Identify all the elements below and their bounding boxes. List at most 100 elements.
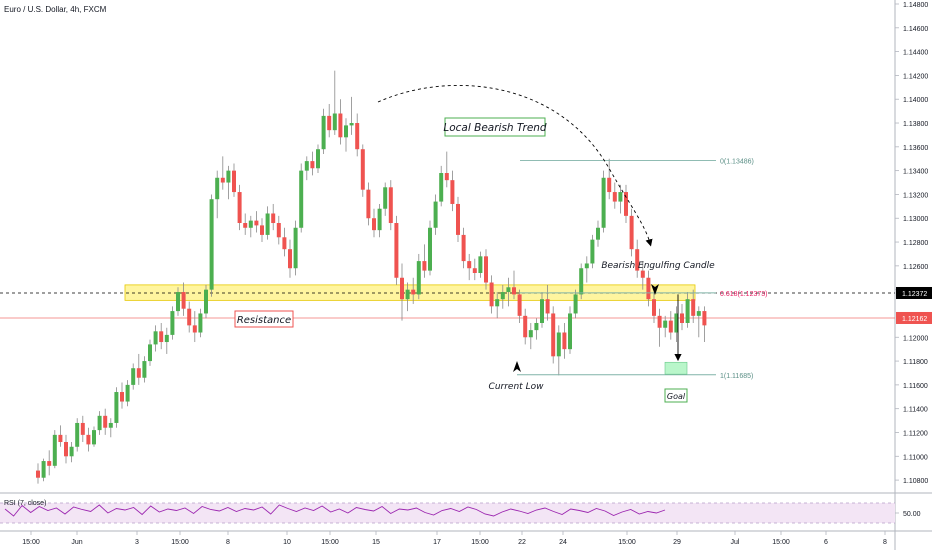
candle-body (271, 213, 276, 224)
candle-body (663, 320, 668, 328)
price-tick-label: 1.10800 (903, 478, 928, 485)
candle-body (584, 263, 589, 269)
candle-body (360, 149, 365, 190)
price-tick-label: 1.14800 (903, 2, 928, 9)
candle-body (657, 315, 662, 328)
candle-body (383, 187, 388, 209)
candle-body (534, 322, 539, 331)
price-tick-label: 1.11200 (903, 430, 928, 437)
candle-body (629, 215, 634, 250)
price-tick-label: 1.11600 (903, 383, 928, 390)
candle-body (640, 270, 645, 278)
candle-body (198, 313, 203, 333)
goal-label-text: Goal (667, 392, 686, 401)
price-tick-label: 1.14000 (903, 97, 928, 104)
candle-body (36, 470, 40, 478)
candle-body (461, 234, 466, 262)
candle-body (108, 422, 113, 428)
candle-body (411, 289, 416, 295)
rsi-band (0, 503, 895, 523)
resistance-label: Resistance (234, 310, 294, 328)
time-tick-label: 8 (226, 539, 230, 546)
candle-body (187, 308, 192, 326)
price-tick-label: 1.11400 (903, 407, 928, 414)
candle-body (80, 422, 85, 435)
candle-body (579, 268, 584, 295)
candle-body (204, 289, 208, 314)
candle-body (388, 187, 393, 224)
current-price-text: 1.12372 (902, 291, 927, 298)
candle-body (164, 334, 169, 343)
candle-body (680, 313, 684, 323)
time-tick-label: 3 (135, 539, 139, 546)
candle-body (69, 446, 74, 457)
candle-body (215, 177, 220, 200)
time-tick-label: Jun (71, 539, 82, 546)
candle-body (652, 299, 656, 316)
candle-body (568, 313, 572, 350)
price-tick-label: 1.13000 (903, 216, 928, 223)
current-low-label: Current Low (489, 382, 545, 392)
candle-body (58, 434, 63, 443)
candle-body (618, 192, 623, 202)
engulfing-marker (651, 284, 659, 295)
candle-body (327, 115, 332, 131)
time-tick-label: 15:00 (471, 539, 489, 546)
candle-body (131, 368, 136, 385)
time-tick-label: 15:00 (321, 539, 339, 546)
candle-body (400, 277, 404, 300)
time-tick-label: 15:00 (22, 539, 40, 546)
current-price-badge (896, 286, 932, 299)
price-tick-label: 1.12800 (903, 240, 928, 247)
candle-body (556, 332, 561, 357)
symbol-title: Euro / U.S. Dollar, 4h, FXCM (4, 5, 107, 14)
candle-body (142, 361, 147, 378)
candle-body (332, 113, 337, 131)
candle-body (601, 177, 606, 228)
candle-body (41, 461, 46, 478)
time-tick-label: 6 (824, 539, 828, 546)
time-tick-label: 8 (883, 539, 887, 546)
candle-body (405, 289, 410, 300)
candle-body (450, 180, 455, 204)
rsi-level-label: 50.00 (903, 511, 921, 518)
time-tick-label: 29 (673, 539, 681, 546)
candle-body (265, 213, 270, 235)
candle-body (696, 311, 701, 316)
candle-body (237, 192, 242, 224)
candle-body (125, 384, 130, 402)
candle-body (512, 287, 516, 295)
price-tick-label: 1.13200 (903, 192, 928, 199)
candle-body (590, 239, 595, 264)
candle-body (472, 268, 477, 273)
price-tick-label: 1.14400 (903, 50, 928, 57)
time-tick-label: 22 (518, 539, 526, 546)
candle-body (92, 430, 96, 445)
fib-1-label: 1(1.11685) (720, 373, 753, 380)
candle-body (120, 392, 124, 402)
candle-body (316, 149, 320, 169)
candle-body (254, 220, 259, 226)
price-tick-label: 1.11000 (903, 454, 928, 461)
candle-body (540, 299, 544, 323)
engulfing-label: Bearish Engulfing Candle (601, 261, 715, 271)
candle-body (646, 277, 651, 300)
candle-body (153, 331, 158, 345)
time-tick-label: 24 (559, 539, 567, 546)
candle-body (416, 261, 421, 295)
candle-body (428, 227, 432, 271)
price-pane[interactable] (0, 0, 895, 492)
candle-body (220, 177, 225, 183)
candle-body (562, 332, 567, 350)
candle-body (635, 249, 640, 271)
candle-body (545, 299, 550, 314)
candle-body (248, 220, 253, 228)
candle-body (276, 223, 281, 238)
candle-body (75, 422, 80, 447)
candle-body (103, 415, 108, 428)
candle-body (192, 325, 197, 333)
candle-body (668, 320, 673, 333)
time-tick-label: 15:00 (772, 539, 790, 546)
